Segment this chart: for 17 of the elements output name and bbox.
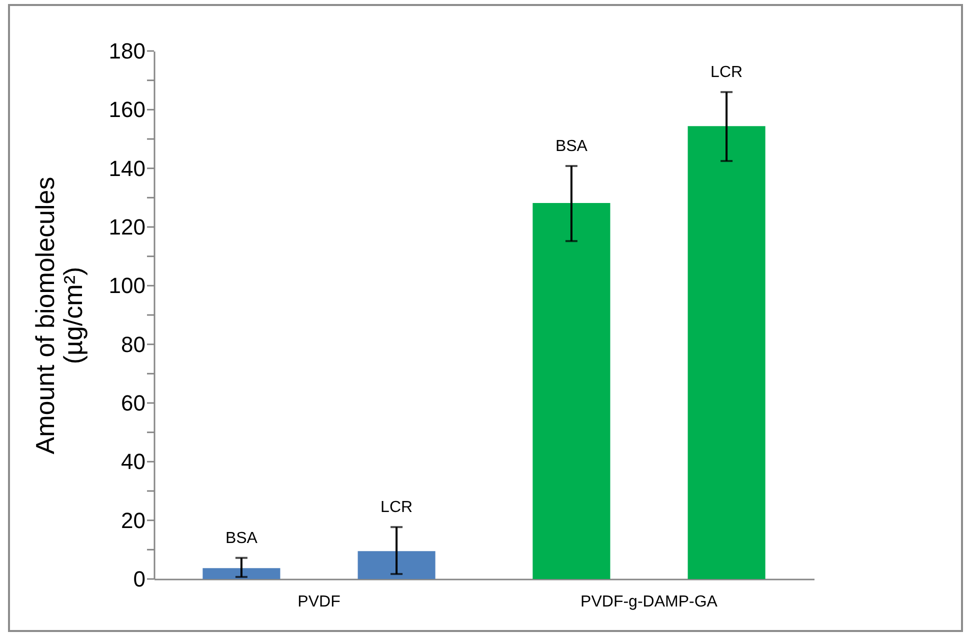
y-tick-label: 20: [121, 508, 146, 533]
x-tick-label: PVDF-g-DAMP-GA: [580, 594, 718, 610]
y-tick-label: 120: [108, 214, 146, 240]
y-axis-title: Amount of biomolecules (µg/cm²): [30, 176, 88, 454]
y-tick-label: 180: [108, 38, 146, 64]
x-tick-label: PVDF: [298, 594, 341, 610]
y-tick-label: 100: [108, 273, 146, 298]
y-tick-label: 40: [121, 449, 146, 474]
text: BSA: [555, 138, 588, 155]
y-tick-label: 160: [108, 97, 146, 122]
y-tick-label: 60: [121, 390, 146, 416]
y-tick-label: 80: [121, 332, 146, 357]
text: LCR: [380, 499, 413, 516]
y-tick-label: 0: [133, 566, 146, 592]
text: LCR: [710, 64, 743, 82]
y-tick-label: 140: [108, 156, 146, 181]
series-label: BSA: [225, 530, 258, 547]
